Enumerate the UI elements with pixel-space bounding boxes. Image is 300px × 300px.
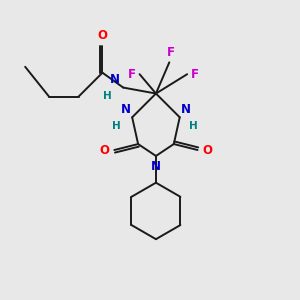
- Text: H: H: [189, 121, 198, 131]
- Text: O: O: [202, 143, 212, 157]
- Text: H: H: [112, 121, 120, 131]
- Text: F: F: [128, 68, 136, 81]
- Text: O: O: [98, 28, 107, 41]
- Text: F: F: [191, 68, 199, 81]
- Text: N: N: [181, 103, 191, 116]
- Text: F: F: [167, 46, 175, 59]
- Text: H: H: [103, 91, 111, 100]
- Text: N: N: [110, 73, 120, 86]
- Text: N: N: [121, 103, 131, 116]
- Text: O: O: [100, 143, 110, 157]
- Text: N: N: [151, 160, 161, 172]
